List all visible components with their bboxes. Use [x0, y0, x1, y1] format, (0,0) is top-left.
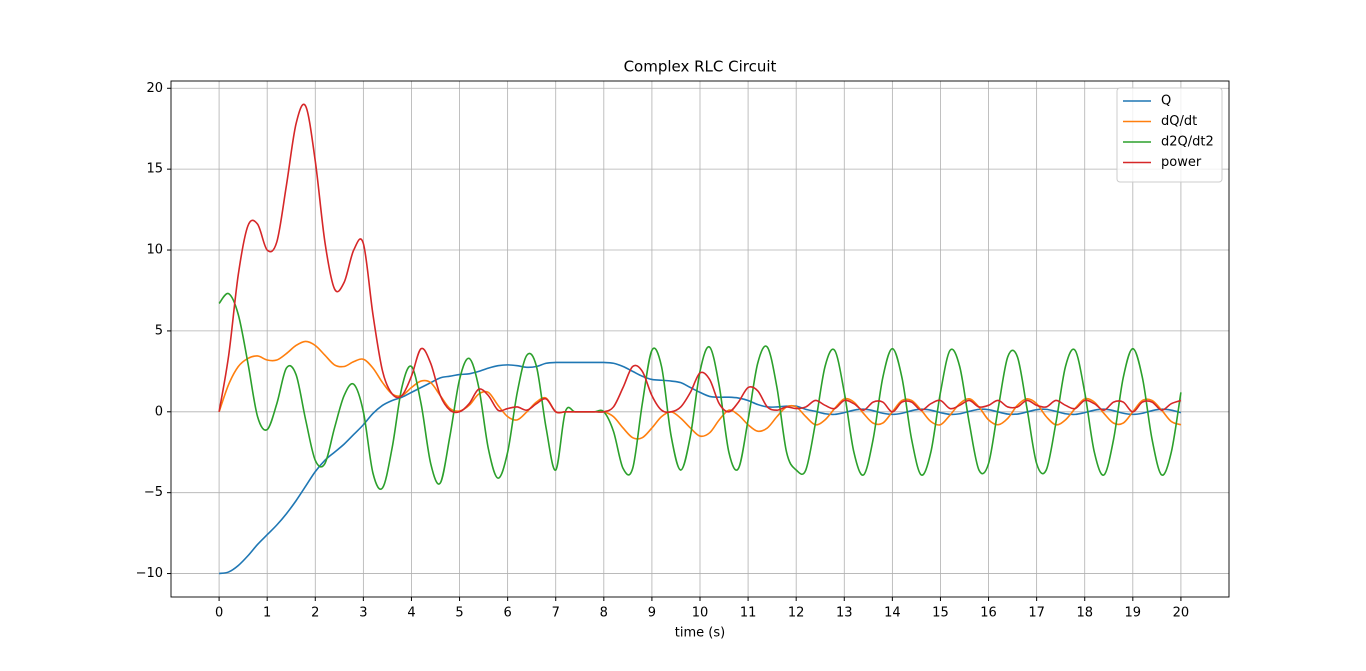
x-tick-label: 0: [215, 606, 223, 621]
x-tick-label: 4: [407, 606, 415, 621]
series-line: [218, 340, 1182, 440]
x-tick-label: 11: [740, 606, 757, 621]
x-tick-label: 16: [980, 606, 997, 621]
y-tick-label: 20: [146, 81, 163, 96]
x-tick-label: 10: [692, 606, 709, 621]
y-tick-label: 10: [146, 243, 163, 258]
plot-frame: [170, 80, 1230, 598]
x-tick-label: 14: [884, 606, 901, 621]
legend-box: [1116, 87, 1223, 183]
x-tick-label: 6: [503, 606, 511, 621]
series-line: [218, 292, 1182, 490]
x-tick-label: 8: [600, 606, 608, 621]
x-tick-label: 7: [552, 606, 560, 621]
legend-label: d2Q/dt2: [1161, 135, 1214, 150]
x-axis-label: time (s): [675, 626, 725, 641]
x-tick-label: 2: [311, 606, 319, 621]
chart-title: Complex RLC Circuit: [624, 58, 777, 76]
y-tick-label: −10: [136, 566, 163, 581]
x-tick-label: 18: [1076, 606, 1093, 621]
x-tick-label: 13: [836, 606, 853, 621]
x-tick-label: 12: [788, 606, 805, 621]
legend-label: Q: [1161, 94, 1171, 109]
series-line: [218, 103, 1182, 414]
y-tick-label: 5: [155, 323, 163, 338]
y-tick-label: −5: [144, 485, 163, 500]
x-tick-label: 15: [932, 606, 949, 621]
x-tick-label: 5: [455, 606, 463, 621]
x-tick-label: 9: [648, 606, 656, 621]
legend-label: power: [1161, 155, 1202, 170]
x-tick-label: 19: [1125, 606, 1142, 621]
x-tick-label: 3: [359, 606, 367, 621]
legend-label: dQ/dt: [1161, 114, 1197, 129]
y-tick-label: 0: [155, 404, 163, 419]
x-tick-label: 17: [1028, 606, 1045, 621]
y-tick-label: 15: [146, 162, 163, 177]
x-tick-label: 1: [263, 606, 271, 621]
x-tick-label: 20: [1173, 606, 1190, 621]
series-line: [218, 361, 1182, 575]
